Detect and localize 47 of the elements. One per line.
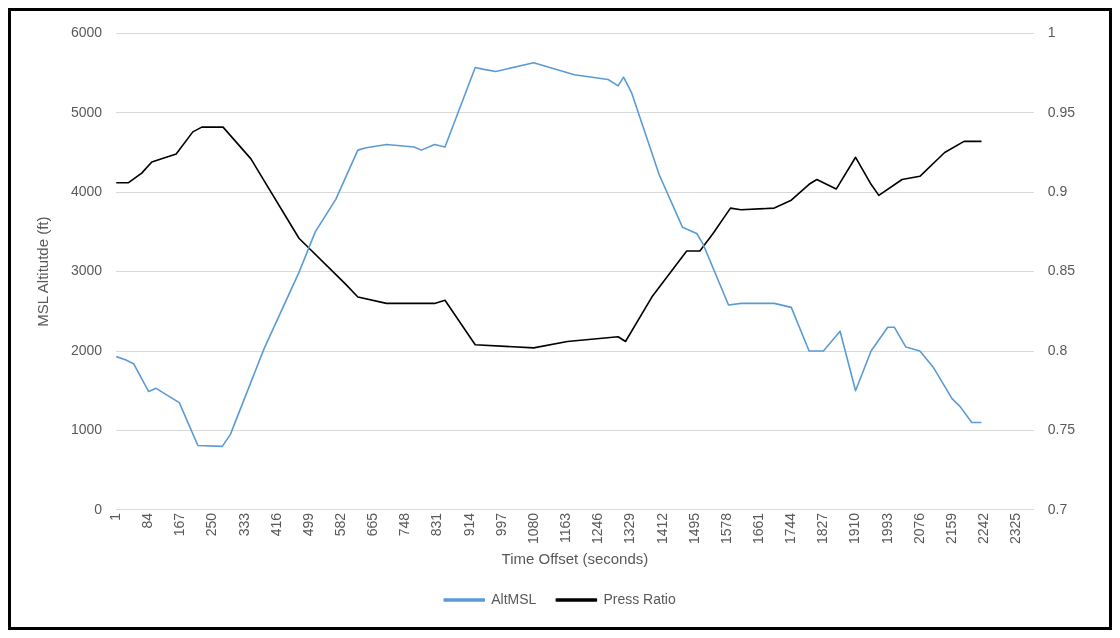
x-tick-label: 2325 [1007, 512, 1024, 545]
y2-tick-label: 0.95 [1047, 103, 1076, 120]
x-tick-label: 1827 [814, 512, 831, 545]
y2-tick-label: 1 [1047, 24, 1056, 41]
x-tick-label: 997 [492, 512, 509, 537]
x-tick-label: 748 [396, 512, 413, 537]
x-tick-label: 1578 [717, 512, 734, 545]
x-tick-label: 333 [235, 512, 252, 537]
x-tick-label: 831 [428, 512, 445, 537]
x-tick-label: 2242 [975, 512, 992, 545]
y-tick-label: 0 [94, 500, 103, 517]
y2-tick-label: 0.8 [1047, 341, 1068, 358]
x-tick-label: 914 [460, 512, 477, 537]
x-tick-label: 1661 [749, 512, 766, 545]
x-tick-label: 1412 [653, 512, 670, 545]
x-tick-label: 1163 [557, 512, 574, 543]
x-tick-label: 167 [171, 512, 188, 537]
x-tick-label: 582 [332, 512, 349, 537]
y-tick-label: 4000 [70, 183, 103, 200]
x-tick-label: 416 [267, 512, 284, 537]
y-axis-title: MSL Altitutde (ft) [34, 216, 52, 327]
x-tick-label: 1329 [621, 512, 638, 545]
legend-label: AltMSL [491, 590, 537, 607]
x-axis-title: Time Offset (seconds) [501, 550, 649, 568]
y2-tick-label: 0.9 [1047, 183, 1068, 200]
y-tick-label: 5000 [70, 103, 103, 120]
x-tick-label: 665 [364, 512, 381, 537]
y-tick-label: 2000 [70, 341, 103, 358]
x-tick-label: 499 [299, 512, 316, 537]
y-tick-label: 3000 [70, 262, 103, 279]
legend-label: Press Ratio [603, 590, 676, 607]
y-tick-label: 1000 [70, 421, 103, 438]
x-tick-label: 1 [107, 512, 123, 521]
x-tick-label: 1080 [524, 512, 541, 545]
x-tick-label: 2076 [910, 512, 927, 545]
x-tick-label: 84 [139, 512, 156, 529]
y2-tick-label: 0.85 [1047, 262, 1076, 279]
x-tick-label: 2159 [942, 512, 959, 545]
y2-tick-label: 0.75 [1047, 421, 1076, 438]
y2-tick-label: 0.7 [1047, 500, 1068, 517]
x-tick-label: 1744 [782, 512, 799, 545]
y-tick-label: 6000 [70, 24, 103, 41]
x-tick-label: 1910 [846, 512, 863, 545]
x-tick-label: 1495 [685, 512, 702, 545]
x-tick-label: 1993 [878, 512, 895, 545]
x-tick-label: 1246 [589, 512, 606, 545]
x-tick-label: 250 [203, 512, 220, 537]
